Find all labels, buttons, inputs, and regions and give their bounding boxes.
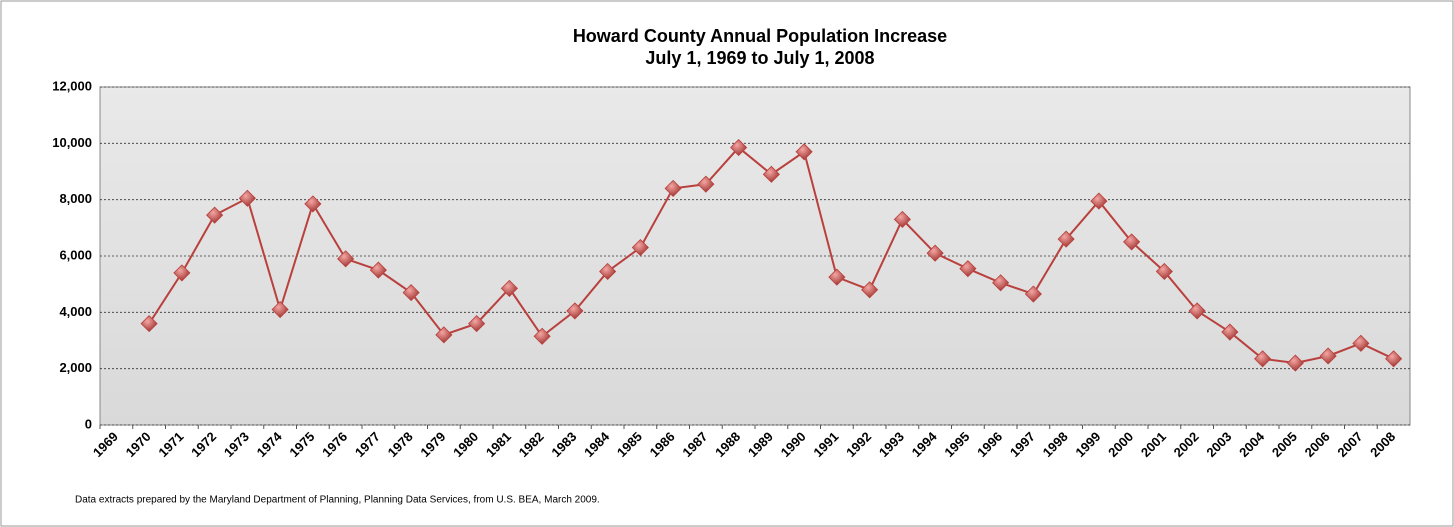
marker (1352, 334, 1370, 352)
marker (992, 274, 1010, 292)
marker (697, 175, 715, 193)
marker (893, 210, 911, 228)
marker (1254, 350, 1272, 368)
chart-subtitle: July 1, 1969 to July 1, 2008 (645, 48, 874, 68)
marker (828, 268, 846, 286)
marker (238, 189, 256, 207)
y-tick-label: 10,000 (52, 135, 92, 150)
y-tick-label: 4,000 (59, 304, 92, 319)
marker (271, 300, 289, 319)
marker (369, 261, 387, 279)
marker (631, 238, 649, 257)
marker (1123, 233, 1141, 251)
footnote: Data extracts prepared by the Maryland D… (75, 495, 600, 506)
marker (566, 302, 584, 320)
y-tick-label: 2,000 (59, 360, 92, 375)
marker (795, 143, 813, 161)
marker (926, 244, 944, 262)
marker (1057, 230, 1075, 248)
marker (959, 260, 977, 278)
plot-area (99, 86, 1411, 426)
marker (206, 206, 224, 224)
marker (762, 165, 780, 183)
marker (1024, 285, 1042, 303)
marker (1221, 323, 1239, 341)
y-tick-label: 6,000 (59, 247, 92, 262)
marker (1286, 354, 1304, 372)
y-tick-label: 8,000 (59, 191, 92, 206)
marker (402, 284, 420, 302)
marker (435, 326, 453, 344)
marker (533, 327, 551, 345)
marker (664, 179, 682, 197)
marker (1319, 347, 1337, 365)
marker (140, 315, 158, 333)
marker (468, 315, 486, 333)
marker (500, 279, 518, 297)
marker (1385, 350, 1403, 368)
y-tick-label: 12,000 (52, 78, 92, 93)
marker (173, 264, 191, 282)
marker (1188, 302, 1206, 320)
marker (599, 262, 617, 281)
y-tick-label: 0 (85, 416, 92, 431)
marker (304, 195, 322, 213)
marker (730, 138, 748, 157)
marker (1090, 192, 1108, 210)
marker (1155, 262, 1173, 281)
chart-title: Howard County Annual Population Increase (573, 26, 947, 46)
marker (861, 281, 879, 299)
marker (337, 250, 355, 268)
